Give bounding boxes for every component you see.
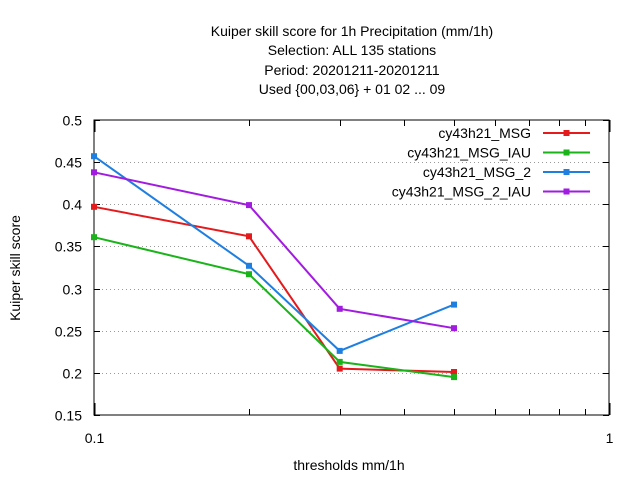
y-tick-label: 0.4	[63, 197, 83, 213]
chart-title-line-1: Kuiper skill score for 1h Precipitation …	[211, 23, 493, 39]
legend-label: cy43h21_MSG_2	[423, 164, 531, 180]
legend-swatch-marker	[563, 188, 570, 195]
chart-title: Kuiper skill score for 1h Precipitation …	[211, 23, 493, 97]
series-cy43h21_MSG_IAU	[91, 234, 457, 381]
legend-entry: cy43h21_MSG_IAU	[407, 145, 590, 161]
data-point	[91, 153, 97, 160]
data-point	[91, 234, 97, 241]
data-point	[91, 169, 97, 176]
y-tick-label: 0.45	[55, 155, 82, 171]
data-point	[451, 374, 457, 381]
legend-label: cy43h21_MSG	[438, 125, 531, 141]
legend-label: cy43h21_MSG_2_IAU	[392, 184, 531, 200]
x-tick-label: 1	[606, 430, 614, 446]
x-tick-label: 0.1	[85, 430, 105, 446]
series-cy43h21_MSG_2	[91, 153, 457, 354]
legend-swatch-marker	[563, 130, 570, 136]
data-point	[91, 203, 97, 210]
x-axis-title: thresholds mm/1h	[293, 457, 404, 473]
y-tick-label: 0.5	[63, 113, 83, 129]
data-point	[246, 202, 252, 209]
data-point	[336, 305, 343, 312]
series-line	[93, 236, 455, 379]
legend-entry: cy43h21_MSG_2_IAU	[392, 184, 590, 200]
legend-swatch-marker	[563, 149, 570, 156]
data-point	[246, 262, 252, 269]
legend-label: cy43h21_MSG_IAU	[407, 145, 531, 161]
y-tick-label: 0.15	[55, 408, 82, 424]
data-point	[451, 369, 457, 375]
data-point	[451, 325, 457, 332]
chart-title-line-3: Period: 20201211-20201211	[264, 62, 440, 78]
data-point	[451, 301, 457, 308]
chart-title-line-4: Used {00,03,06} + 01 02 ... 09	[259, 81, 446, 97]
legend-entry: cy43h21_MSG_2	[423, 164, 590, 180]
y-axis: 0.15 0.2 0.25 0.3 0.35 0.4 0.45 0.5	[55, 113, 609, 424]
y-tick-label: 0.2	[63, 366, 83, 382]
legend-entry: cy43h21_MSG	[438, 125, 590, 141]
legend-swatch-marker	[563, 169, 570, 175]
plot-area-frame	[93, 119, 610, 416]
y-tick-label: 0.25	[55, 324, 82, 340]
data-point	[246, 233, 252, 240]
y-tick-label: 0.3	[63, 282, 83, 298]
data-point	[336, 358, 343, 365]
x-axis: 0.1 1	[85, 120, 614, 446]
y-tick-label: 0.35	[55, 239, 82, 255]
data-point	[336, 365, 343, 372]
chart-title-line-2: Selection: ALL 135 stations	[268, 42, 436, 58]
series-line	[93, 155, 455, 353]
series-layer	[91, 153, 457, 381]
data-point	[336, 347, 343, 354]
y-axis-title: Kuiper skill score	[7, 215, 23, 321]
series-line	[93, 171, 455, 330]
legend: cy43h21_MSG cy43h21_MSG_IAU cy43h21_MSG_2c…	[392, 125, 590, 200]
grid	[94, 162, 609, 374]
data-point	[246, 271, 252, 278]
series-cy43h21_MSG_2_IAU	[91, 169, 457, 332]
